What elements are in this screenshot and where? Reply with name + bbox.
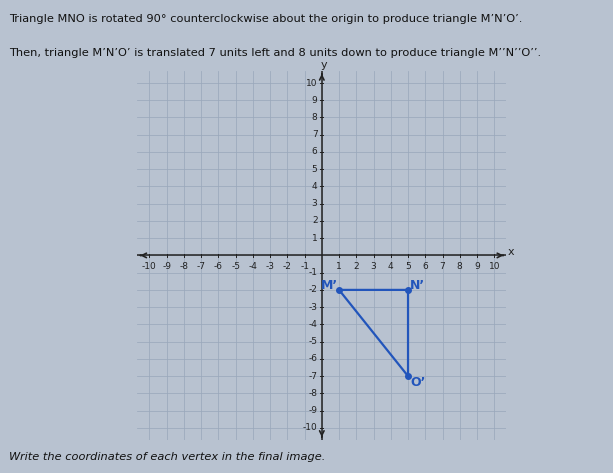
Text: 6: 6 xyxy=(422,262,428,271)
Text: 4: 4 xyxy=(312,182,318,191)
Text: 1: 1 xyxy=(312,234,318,243)
Text: N’: N’ xyxy=(410,279,425,292)
Text: 10: 10 xyxy=(306,79,318,88)
Text: 3: 3 xyxy=(312,199,318,208)
Text: -3: -3 xyxy=(265,262,275,271)
Text: 7: 7 xyxy=(312,130,318,139)
Text: y: y xyxy=(321,60,328,70)
Text: 2: 2 xyxy=(354,262,359,271)
Text: 5: 5 xyxy=(405,262,411,271)
Text: -10: -10 xyxy=(303,423,318,432)
Text: -6: -6 xyxy=(308,354,318,363)
Text: -7: -7 xyxy=(308,372,318,381)
Text: -4: -4 xyxy=(308,320,318,329)
Text: x: x xyxy=(508,247,515,257)
Text: -7: -7 xyxy=(197,262,205,271)
Text: 4: 4 xyxy=(388,262,394,271)
Text: M’: M’ xyxy=(321,279,338,292)
Text: 3: 3 xyxy=(371,262,376,271)
Text: -5: -5 xyxy=(308,337,318,346)
Text: 9: 9 xyxy=(312,96,318,105)
Text: -2: -2 xyxy=(283,262,292,271)
Text: -8: -8 xyxy=(180,262,188,271)
Text: 9: 9 xyxy=(474,262,480,271)
Text: -2: -2 xyxy=(308,285,318,294)
Text: Triangle MNO is rotated 90° counterclockwise about the origin to produce triangl: Triangle MNO is rotated 90° counterclock… xyxy=(9,14,522,24)
Text: 5: 5 xyxy=(312,165,318,174)
Text: O’: O’ xyxy=(411,377,426,389)
Text: -9: -9 xyxy=(308,406,318,415)
Text: -10: -10 xyxy=(142,262,157,271)
Text: 10: 10 xyxy=(489,262,500,271)
Text: Write the coordinates of each vertex in the final image.: Write the coordinates of each vertex in … xyxy=(9,452,326,463)
Text: -8: -8 xyxy=(308,389,318,398)
Text: -1: -1 xyxy=(300,262,309,271)
Text: -9: -9 xyxy=(162,262,171,271)
Text: -6: -6 xyxy=(214,262,223,271)
Text: 2: 2 xyxy=(312,217,318,226)
Text: -1: -1 xyxy=(308,268,318,277)
Text: -3: -3 xyxy=(308,303,318,312)
Text: 7: 7 xyxy=(440,262,446,271)
Text: 6: 6 xyxy=(312,148,318,157)
Text: -5: -5 xyxy=(231,262,240,271)
Text: 8: 8 xyxy=(457,262,463,271)
Text: Then, triangle M’N’O’ is translated 7 units left and 8 units down to produce tri: Then, triangle M’N’O’ is translated 7 un… xyxy=(9,48,541,58)
Text: -4: -4 xyxy=(248,262,257,271)
Text: 1: 1 xyxy=(336,262,342,271)
Text: 8: 8 xyxy=(312,113,318,122)
